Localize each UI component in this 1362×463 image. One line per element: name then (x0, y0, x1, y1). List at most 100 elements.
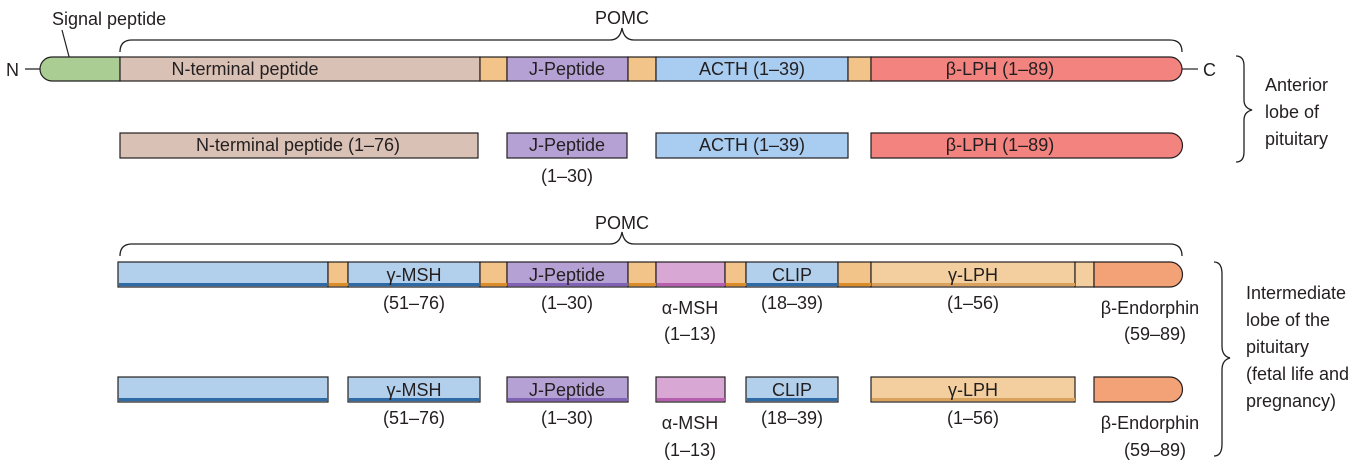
beta-lph-label: β-LPH (1–89) (946, 59, 1054, 79)
acth-segment (655, 56, 849, 82)
beta-endorphin-product-label: β-Endorphin (1101, 413, 1199, 433)
segment-shade (119, 398, 328, 401)
segment-shade (508, 283, 628, 286)
intermediate-lobe-line-3: pituitary (1246, 337, 1309, 357)
beta-endorphin-product-range: (59–89) (1124, 440, 1186, 460)
segment-shade (872, 398, 1075, 401)
gamma-lph-product-range: (1–56) (947, 408, 999, 428)
intermediate-precursor-row: POMC γ-MSH (51–76) J-Peptide (1–30) α-MS… (117, 213, 1199, 344)
segment-shade (329, 283, 348, 286)
pomc-bottom-brace (119, 231, 1183, 257)
segment-shade (349, 283, 480, 286)
segment-shade (657, 398, 725, 401)
alpha-msh-product-range: (1–13) (664, 440, 716, 460)
gamma-lph-product (870, 376, 1076, 403)
j-peptide-segment (506, 56, 629, 82)
gamma-lph-product-label: γ-LPH (948, 380, 998, 400)
c-terminus-label: C (1203, 60, 1216, 80)
gamma-lph-range: (1–56) (947, 293, 999, 313)
j-peptide-range: (1–30) (541, 293, 593, 313)
anterior-lobe-brace (1235, 55, 1253, 163)
segment-shade (657, 283, 725, 286)
linker-segment (1074, 261, 1095, 288)
beta-endorphin-product (1093, 376, 1184, 403)
j-peptide-product-range: (1–30) (541, 166, 593, 186)
segment-shade (747, 398, 838, 401)
j-peptide-product (506, 376, 629, 403)
segment-shade (839, 283, 871, 286)
clip-range: (18–39) (761, 293, 823, 313)
linker-segment (479, 56, 508, 82)
beta-lph-product (870, 132, 1184, 159)
clip-product-range: (18–39) (761, 408, 823, 428)
intermediate-lobe-brace (1213, 261, 1231, 457)
segment-shade (629, 283, 656, 286)
anterior-lobe-annotation: Anterior lobe of pituitary (1235, 55, 1328, 163)
acth-product (655, 132, 849, 159)
anterior-lobe-line-2: lobe of (1265, 102, 1320, 122)
pomc-bottom-label: POMC (595, 213, 649, 233)
intermediate-lobe-line-2: lobe of the (1246, 310, 1330, 330)
n-terminal-fragment-product (117, 376, 329, 403)
gamma-msh-product-label: γ-MSH (387, 380, 442, 400)
gamma-msh-segment (347, 261, 481, 288)
linker-segment (627, 56, 657, 82)
segment-shade (747, 283, 838, 286)
j-peptide-label: J-Peptide (529, 59, 605, 79)
gamma-msh-label: γ-MSH (387, 265, 442, 285)
acth-label: ACTH (1–39) (699, 59, 805, 79)
clip-segment (745, 261, 839, 288)
anterior-products-row: N-terminal peptide (1–76) J-Peptide (1–3… (119, 132, 1184, 186)
n-terminal-peptide-product (119, 132, 479, 159)
j-peptide-label: J-Peptide (529, 265, 605, 285)
clip-product (745, 376, 839, 403)
anterior-lobe-line-3: pituitary (1265, 129, 1328, 149)
gamma-lph-segment (870, 261, 1076, 288)
j-peptide-product (506, 132, 628, 159)
j-peptide-product-range: (1–30) (541, 408, 593, 428)
pomc-top-label: POMC (595, 8, 649, 28)
intermediate-lobe-line-1: Intermediate (1246, 283, 1346, 303)
j-peptide-product-label: J-Peptide (529, 135, 605, 155)
alpha-msh-label: α-MSH (662, 298, 718, 318)
acth-product-label: ACTH (1–39) (699, 135, 805, 155)
gamma-msh-product-range: (51–76) (383, 408, 445, 428)
clip-product-label: CLIP (772, 380, 812, 400)
intermediate-lobe-annotation: Intermediate lobe of the pituitary (feta… (1213, 261, 1349, 457)
segment-shade (349, 398, 480, 401)
gamma-msh-product (347, 376, 481, 403)
segment-shade (872, 283, 1075, 286)
beta-endorphin-range: (59–89) (1124, 324, 1186, 344)
intermediate-products-row: γ-MSH (51–76) J-Peptide (1–30) α-MSH (1–… (117, 376, 1199, 460)
anterior-precursor-row: POMC Signal peptide N C N-terminal pepti… (6, 8, 1216, 82)
beta-lph-product-label: β-LPH (1–89) (946, 135, 1054, 155)
gamma-lph-label: γ-LPH (948, 265, 998, 285)
signal-peptide-segment (39, 56, 121, 82)
intermediate-lobe-line-5: pregnancy) (1246, 391, 1336, 411)
gamma-msh-range: (51–76) (383, 293, 445, 313)
segment-shade (119, 283, 328, 286)
alpha-msh-range: (1–13) (664, 324, 716, 344)
intermediate-lobe-line-4: (fetal life and (1246, 364, 1349, 384)
alpha-msh-product-label: α-MSH (662, 413, 718, 433)
alpha-msh-segment (655, 261, 726, 288)
beta-endorphin-segment (1093, 261, 1184, 288)
clip-label: CLIP (772, 265, 812, 285)
n-terminus-label: N (6, 60, 19, 80)
n-terminal-peptide-product-label: N-terminal peptide (1–76) (196, 135, 400, 155)
segment-shade (481, 283, 507, 286)
j-peptide-segment (506, 261, 629, 288)
n-terminal-peptide-segment (119, 56, 481, 82)
pomc-top-brace (119, 27, 1183, 53)
beta-endorphin-label: β-Endorphin (1101, 298, 1199, 318)
j-peptide-product-label: J-Peptide (529, 380, 605, 400)
segment-shade (508, 398, 628, 401)
segment-shade (726, 283, 746, 286)
alpha-msh-product (655, 376, 726, 403)
signal-peptide-label: Signal peptide (52, 9, 166, 29)
anterior-lobe-line-1: Anterior (1265, 75, 1328, 95)
linker-segment (837, 261, 872, 288)
n-terminal-peptide-label: N-terminal peptide (171, 59, 318, 79)
linker-segment (847, 56, 872, 82)
